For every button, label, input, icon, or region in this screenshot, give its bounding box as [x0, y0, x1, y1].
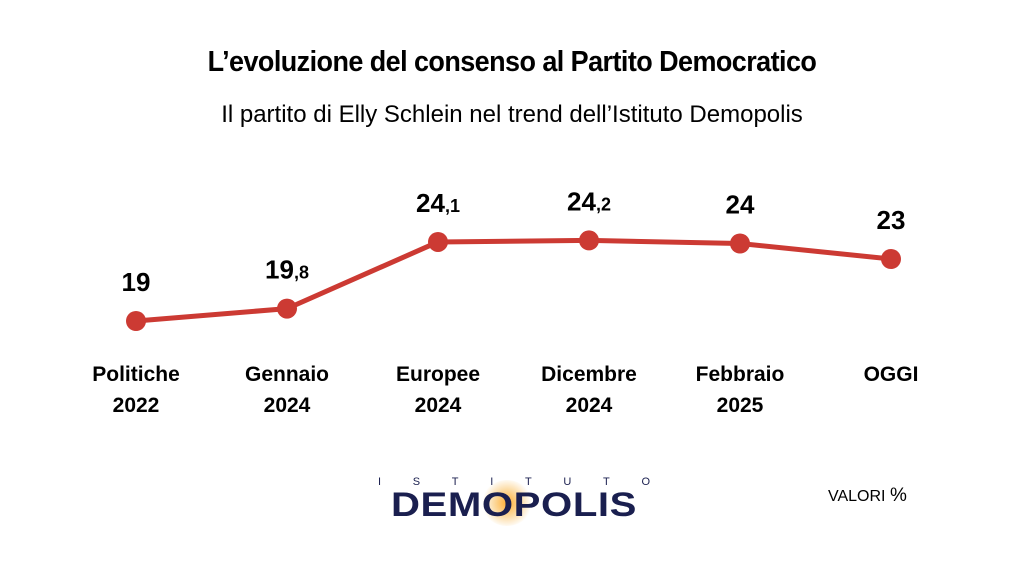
- data-label: 24: [726, 190, 755, 220]
- logo-main-text: DEMOPOLIS: [390, 486, 638, 524]
- logo-top-letter: I: [378, 476, 382, 488]
- category-label: 2024: [566, 394, 613, 417]
- data-point: [579, 230, 599, 251]
- category-label: Politiche: [92, 363, 180, 386]
- category-label: 2025: [717, 394, 764, 417]
- logo-top-letter: T: [524, 476, 532, 488]
- category-label: 2022: [113, 394, 160, 417]
- category-label: OGGI: [864, 363, 919, 386]
- logo-top-letter: S: [412, 476, 421, 488]
- category-label: Gennaio: [245, 363, 329, 386]
- data-point: [428, 231, 448, 252]
- category-label: Febbraio: [696, 363, 785, 386]
- data-point: [277, 298, 297, 319]
- category-label: 2024: [415, 394, 462, 417]
- data-label: 23: [877, 205, 906, 235]
- units-note: VALORI %: [828, 485, 907, 507]
- units-label: VALORI: [828, 488, 886, 505]
- category-label: Europee: [396, 363, 480, 386]
- data-point: [730, 233, 750, 254]
- logo-glow: [482, 480, 532, 526]
- data-label: 24,2: [567, 186, 611, 216]
- data-label: 19,8: [265, 255, 309, 285]
- demopolis-logo: I S T I T U T O DEMOPOLIS: [376, 476, 652, 526]
- data-label: 19: [122, 267, 151, 297]
- data-point: [881, 249, 901, 269]
- category-label: Dicembre: [541, 363, 637, 386]
- chart-title: L’evoluzione del consenso al Partito Dem…: [207, 46, 817, 78]
- logo-top-letter: I: [490, 476, 494, 488]
- units-symbol: %: [889, 485, 907, 506]
- chart-subtitle: Il partito di Elly Schlein nel trend del…: [221, 101, 803, 128]
- logo-top-letter: T: [603, 476, 610, 488]
- data-label: 24,1: [416, 188, 460, 218]
- logo-top-letter: U: [563, 476, 572, 488]
- logo-top-letter: O: [641, 476, 650, 488]
- category-label: 2024: [264, 394, 311, 417]
- data-point: [126, 311, 146, 331]
- logo-top-letter: T: [451, 476, 459, 488]
- series-line: [133, 237, 894, 324]
